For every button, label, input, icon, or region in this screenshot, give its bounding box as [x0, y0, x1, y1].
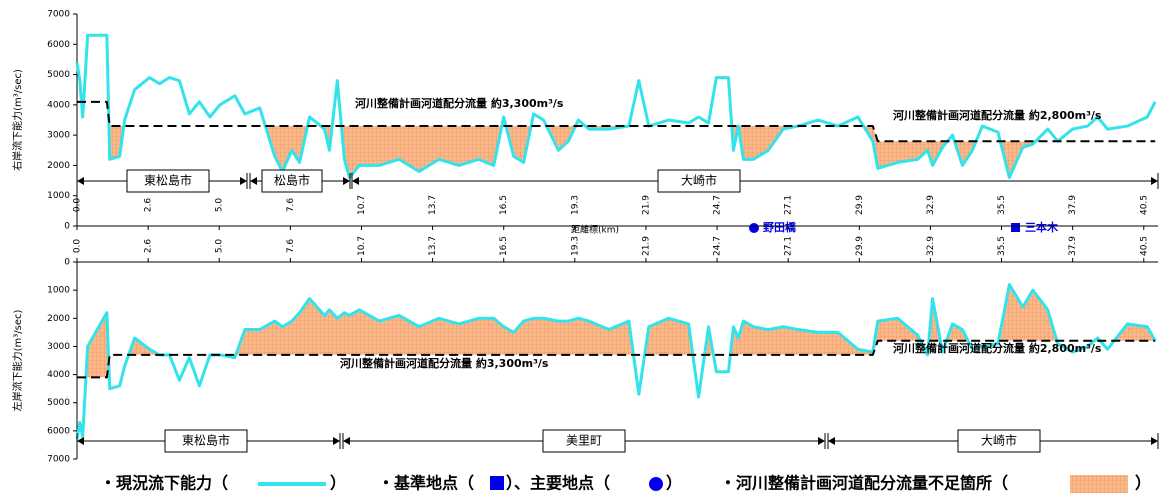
- x-tick-label: 21.9: [641, 195, 651, 215]
- legend-square: [490, 476, 504, 490]
- region-box: [261, 169, 323, 193]
- legend-text: ・河川整備計画河道配分流量不足箇所（: [720, 474, 1008, 493]
- legend-text: ）: [666, 474, 682, 493]
- capacity-line: [75, 283, 1157, 440]
- x-tick-label: 10.7: [357, 195, 367, 215]
- region-label: 大崎市: [681, 173, 717, 188]
- capacity-line: [75, 33, 1157, 180]
- x-tick-label: 24.7: [713, 236, 723, 256]
- y-tick-label: 6000: [47, 40, 70, 50]
- region-box: [542, 429, 626, 453]
- y-tick-label: 0: [64, 258, 70, 268]
- x-tick-label: 24.7: [713, 195, 723, 215]
- y-tick-label: 2000: [47, 161, 70, 171]
- x-tick-label: 40.5: [1139, 195, 1149, 215]
- y-tick-label: 6000: [47, 426, 70, 436]
- region-label: 東松島市: [182, 433, 230, 448]
- x-tick-label: 13.7: [428, 195, 438, 215]
- y-tick-label: 4000: [47, 370, 70, 380]
- legend-text: ・現況流下能力（: [100, 474, 228, 493]
- region-box: [957, 429, 1041, 453]
- region-box: [657, 169, 741, 193]
- y-tick-label: 5000: [47, 398, 70, 408]
- point-label: 野田橋: [763, 220, 797, 234]
- y-tick-label: 1000: [47, 286, 70, 296]
- x-tick-label: 19.3: [570, 195, 580, 215]
- y-tick-label: 4000: [47, 100, 70, 110]
- point-marker: [1011, 223, 1020, 232]
- x-tick-label: 7.6: [286, 198, 296, 213]
- y-axis-title: 右岸流下能力(m³/sec): [11, 69, 24, 171]
- y-tick-label: 7000: [47, 455, 70, 465]
- plan-line: [77, 339, 1156, 379]
- point-label: 三本木: [1025, 220, 1059, 234]
- x-tick-label: 37.9: [1068, 195, 1078, 215]
- x-tick-label: 5.0: [215, 239, 225, 254]
- x-tick-label: 19.3: [570, 236, 580, 256]
- y-tick-label: 3000: [47, 131, 70, 141]
- y-tick-label: 7000: [47, 10, 70, 20]
- region-box: [126, 169, 210, 193]
- x-tick-label: 32.9: [926, 236, 936, 256]
- shortfall-area: [77, 284, 1156, 378]
- legend-text: ）: [330, 474, 346, 493]
- legend-text: ）: [1135, 474, 1151, 493]
- x-axis-label: 距離標(km): [571, 224, 619, 236]
- x-tick-label: 29.9: [855, 236, 865, 256]
- y-tick-label: 0: [64, 222, 70, 232]
- shortfall-area: [77, 101, 1156, 178]
- y-tick-label: 3000: [47, 342, 70, 352]
- x-tick-label: 5.0: [215, 198, 225, 213]
- region-label: 大崎市: [981, 433, 1017, 448]
- x-tick-label: 10.7: [357, 236, 367, 256]
- region-label: 美里町: [566, 434, 602, 448]
- region-label: 東松島市: [144, 173, 192, 188]
- legend-circle: [649, 477, 663, 491]
- x-tick-label: 7.6: [286, 239, 296, 254]
- plan-line: [77, 100, 1156, 143]
- legend-swatch: [1070, 475, 1128, 493]
- annotation: 河川整備計画河道配分流量 約3,300m³/s: [340, 356, 549, 370]
- annotation: 河川整備計画河道配分流量 約2,800m³/s: [893, 341, 1102, 355]
- x-tick-label: 29.9: [855, 195, 865, 215]
- x-tick-label: 16.5: [499, 195, 509, 215]
- x-tick-label: 21.9: [641, 236, 651, 256]
- legend-text: ・基準地点（: [378, 474, 474, 493]
- y-tick-label: 2000: [47, 314, 70, 324]
- x-tick-label: 27.1: [784, 236, 794, 256]
- x-tick-label: 35.5: [997, 195, 1007, 215]
- region-label: 松島市: [274, 173, 310, 188]
- x-tick-label: 0.0: [73, 239, 83, 254]
- x-tick-label: 13.7: [428, 236, 438, 256]
- y-tick-label: 1000: [47, 191, 70, 201]
- region-box: [164, 429, 248, 453]
- point-marker: [749, 223, 759, 233]
- x-tick-label: 40.5: [1139, 236, 1149, 256]
- x-tick-label: 37.9: [1068, 236, 1078, 256]
- annotation: 河川整備計画河道配分流量 約2,800m³/s: [893, 108, 1102, 122]
- x-tick-label: 2.6: [144, 198, 154, 213]
- legend-text: ）、主要地点（: [506, 474, 610, 493]
- x-tick-label: 35.5: [997, 236, 1007, 256]
- x-tick-label: 16.5: [499, 236, 509, 256]
- x-tick-label: 27.1: [784, 195, 794, 215]
- y-tick-label: 5000: [47, 70, 70, 80]
- annotation: 河川整備計画河道配分流量 約3,300m³/s: [355, 96, 564, 110]
- x-tick-label: 2.6: [144, 239, 154, 254]
- x-tick-label: 32.9: [926, 195, 936, 215]
- y-axis-title: 左岸流下能力(m³/sec): [11, 310, 24, 412]
